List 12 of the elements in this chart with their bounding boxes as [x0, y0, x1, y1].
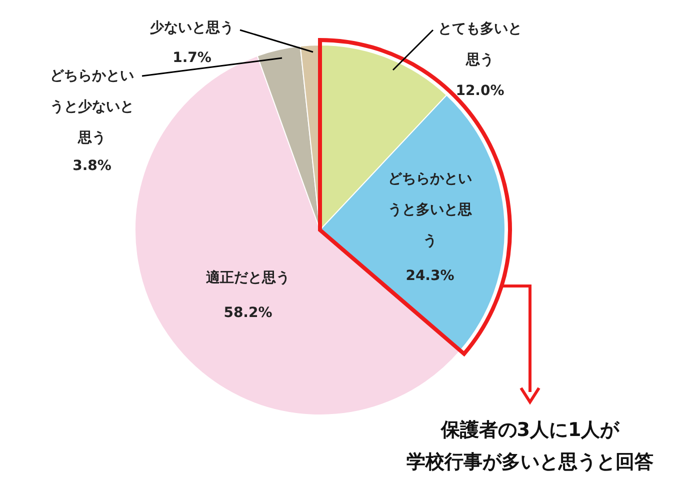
slice-label: どちらかというと少ないと思う	[50, 68, 134, 146]
text: 保護者の3人に1人が	[440, 419, 620, 441]
data-label: 12.0%	[456, 83, 504, 99]
data-label: 58.2%	[224, 305, 272, 321]
data-label: 1.7%	[172, 50, 212, 66]
text: 学校行事が多いと思うと回答	[406, 451, 654, 473]
data-label: 3.8%	[72, 158, 112, 174]
slice-label: どちらかというと多いと思う	[388, 171, 472, 249]
slice-label: とても多いと思う	[438, 21, 522, 68]
slice-label: 適正だと思う	[205, 269, 290, 286]
slice-label: 少ないと思う	[150, 20, 234, 36]
data-label: 24.3%	[406, 268, 454, 284]
